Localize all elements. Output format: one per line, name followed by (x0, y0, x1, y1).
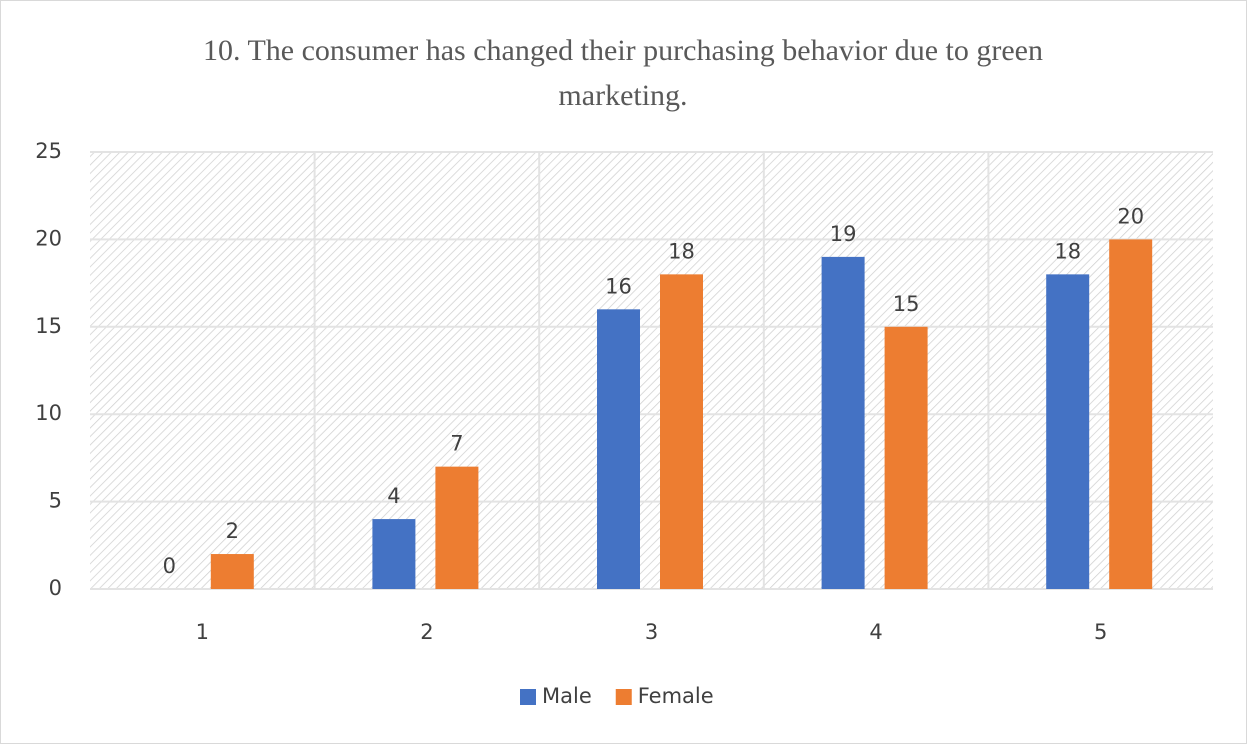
x-tick-label: 4 (869, 620, 882, 644)
y-tick-label: 0 (49, 576, 62, 600)
chart-title: 10. The consumer has changed their purch… (203, 34, 1043, 112)
bar (597, 309, 640, 589)
data-label: 18 (668, 239, 695, 263)
data-label: 7 (450, 432, 463, 456)
y-tick-label: 25 (35, 139, 62, 163)
y-tick-label: 5 (49, 489, 62, 513)
legend-swatch (615, 689, 632, 705)
x-tick-label: 2 (420, 620, 433, 644)
data-label: 18 (1054, 239, 1081, 263)
bar (821, 256, 865, 589)
bar (884, 326, 928, 589)
bar (1109, 239, 1153, 589)
bar (1046, 274, 1090, 589)
y-tick-label: 15 (35, 314, 62, 338)
data-label: 19 (830, 222, 857, 246)
plot-area (90, 152, 1213, 589)
bar (435, 466, 479, 589)
bar (372, 519, 416, 589)
data-label: 2 (226, 519, 239, 543)
x-tick-label: 5 (1094, 620, 1107, 644)
data-label: 4 (387, 484, 400, 508)
legend-label: Male (542, 684, 592, 708)
data-label: 16 (605, 274, 632, 298)
data-label: 15 (893, 292, 920, 316)
y-tick-label: 10 (35, 401, 62, 425)
bar (660, 274, 703, 589)
bar (210, 554, 254, 589)
data-label: 0 (163, 554, 176, 578)
legend-label: Female (638, 684, 714, 708)
y-tick-label: 20 (35, 226, 62, 250)
legend-swatch (520, 689, 536, 705)
data-label: 20 (1117, 204, 1144, 228)
x-tick-label: 3 (645, 620, 658, 644)
x-tick-label: 1 (196, 620, 209, 644)
